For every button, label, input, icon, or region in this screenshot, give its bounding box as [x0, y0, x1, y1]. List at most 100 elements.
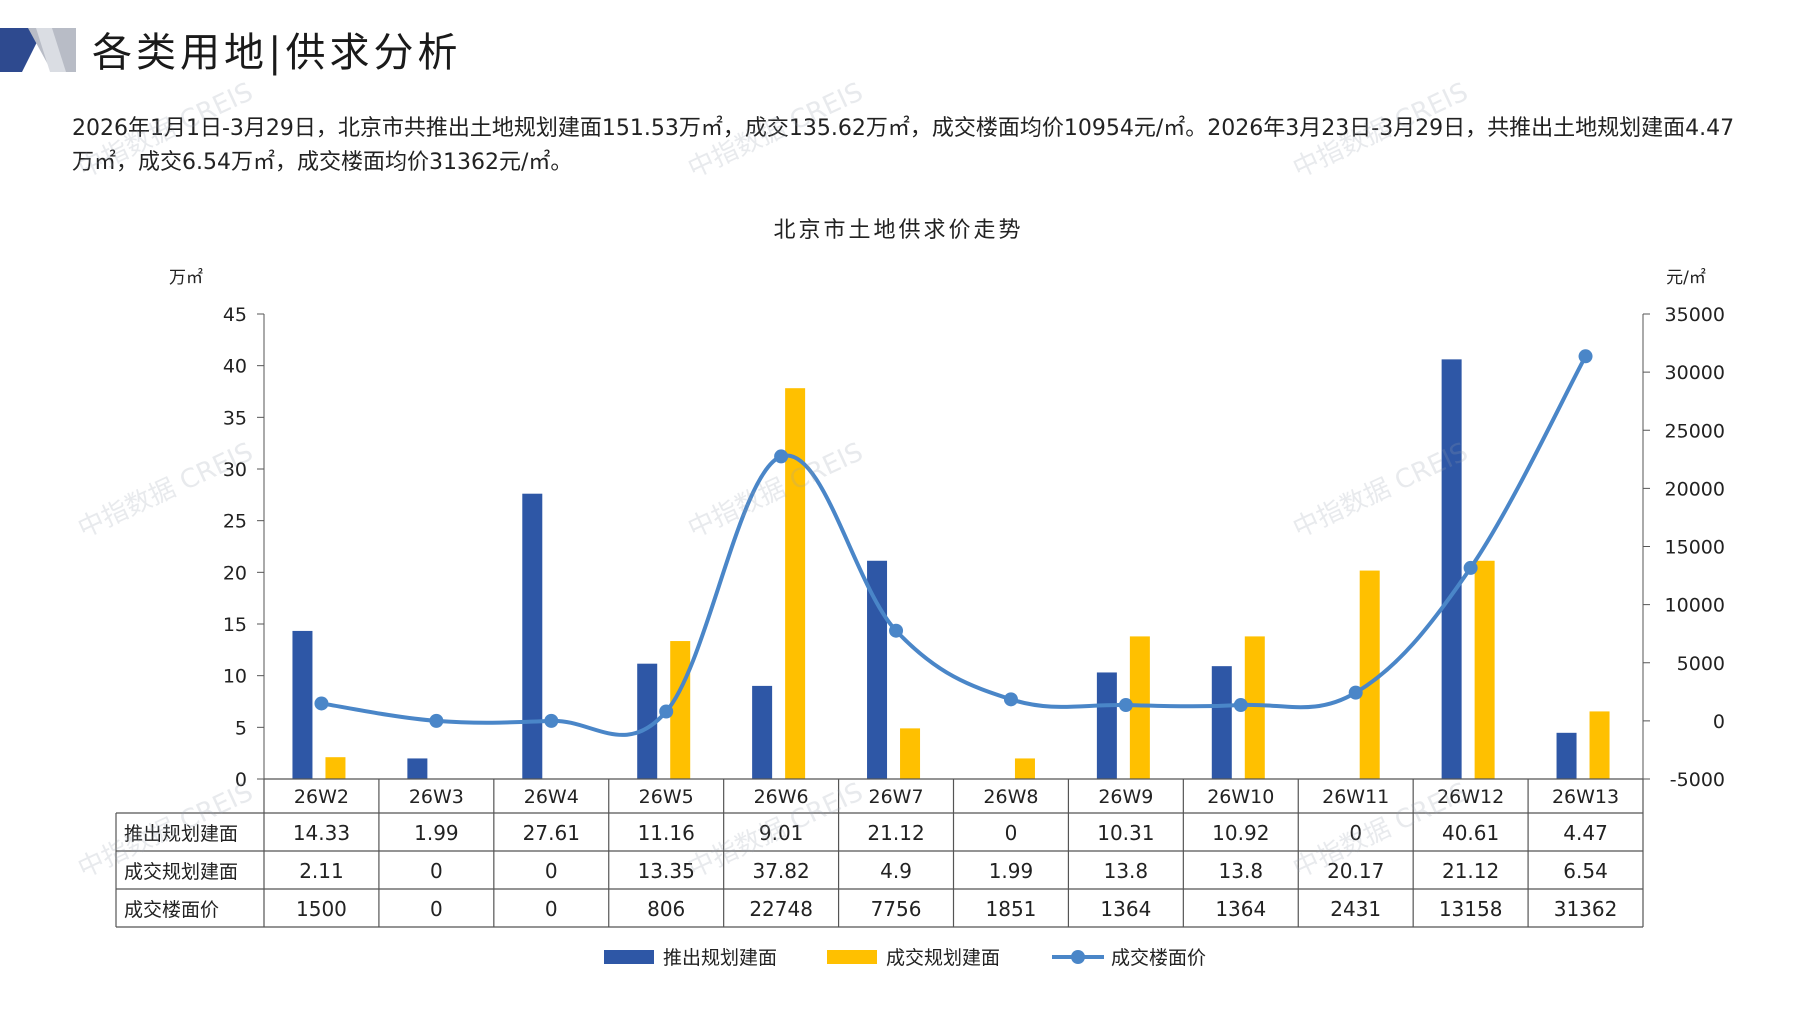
bar-supply	[292, 630, 313, 779]
data-label: 21.12	[867, 821, 924, 845]
y-right-tick-label: 15000	[1665, 537, 1725, 559]
table-row-label: 成交楼面价	[124, 899, 219, 921]
legend-swatch	[827, 950, 877, 964]
x-tick-label: 26W9	[1098, 786, 1153, 808]
bar-deal	[1129, 636, 1150, 779]
x-tick-label: 26W8	[983, 786, 1038, 808]
bar-deal	[1244, 636, 1265, 779]
bar-supply	[752, 685, 773, 779]
y-left-tick-label: 25	[223, 511, 247, 533]
data-label: 0	[430, 897, 443, 921]
data-label: 20.17	[1327, 859, 1384, 883]
y-left-tick-label: 5	[235, 717, 247, 739]
x-tick-label: 26W3	[409, 786, 464, 808]
bar-supply	[1096, 672, 1117, 779]
data-label: 1851	[986, 897, 1037, 921]
data-label: 0	[1005, 821, 1018, 845]
bar-deal	[670, 641, 691, 779]
bar-supply	[637, 663, 658, 779]
data-label: 1500	[296, 897, 347, 921]
x-tick-label: 26W6	[754, 786, 809, 808]
y-left-tick-label: 40	[223, 356, 247, 378]
bar-supply	[1211, 666, 1232, 779]
legend-swatch	[1071, 950, 1085, 964]
y-left-tick-label: 45	[223, 304, 247, 326]
bar-deal	[325, 757, 346, 779]
data-label: 13.35	[638, 859, 695, 883]
legend-label: 成交楼面价	[1111, 947, 1206, 969]
bar-deal	[1014, 758, 1035, 779]
data-label: 806	[647, 897, 685, 921]
data-label: 10.92	[1212, 821, 1269, 845]
data-label: 0	[545, 897, 558, 921]
data-label: 1.99	[989, 859, 1034, 883]
price-point	[774, 449, 789, 464]
bar-supply	[522, 493, 543, 779]
price-point	[889, 623, 904, 638]
legend-label: 成交规划建面	[886, 947, 1000, 969]
x-tick-label: 26W11	[1322, 786, 1389, 808]
y-right-tick-label: 5000	[1677, 653, 1725, 675]
data-label: 0	[430, 859, 443, 883]
price-point	[429, 713, 444, 728]
price-point	[1348, 685, 1363, 700]
data-label: 13158	[1439, 897, 1503, 921]
header-logo	[0, 28, 76, 72]
data-label: 13.8	[1104, 859, 1149, 883]
data-label: 22748	[749, 897, 813, 921]
x-tick-label: 26W2	[294, 786, 349, 808]
data-label: 0	[1349, 821, 1362, 845]
price-point	[659, 704, 674, 719]
bar-deal	[785, 388, 806, 779]
x-tick-label: 26W5	[639, 786, 694, 808]
data-label: 2.11	[299, 859, 344, 883]
legend-label: 推出规划建面	[663, 947, 777, 969]
y-right-tick-label: 30000	[1665, 362, 1725, 384]
summary-text: 2026年1月1日-3月29日，北京市共推出土地规划建面151.53万㎡，成交1…	[72, 116, 1735, 175]
data-label: 0	[545, 859, 558, 883]
data-label: 37.82	[752, 859, 809, 883]
bar-supply	[1556, 732, 1577, 779]
data-label: 13.8	[1219, 859, 1264, 883]
y-right-tick-label: 0	[1713, 711, 1725, 733]
bar-deal	[1474, 560, 1495, 779]
data-label: 11.16	[638, 821, 695, 845]
data-label: 21.12	[1442, 859, 1499, 883]
data-label: 27.61	[523, 821, 580, 845]
data-label: 40.61	[1442, 821, 1499, 845]
y-left-tick-label: 35	[223, 407, 247, 429]
data-label: 1.99	[414, 821, 459, 845]
table-row-label: 成交规划建面	[124, 861, 238, 883]
y-left-unit: 万㎡	[169, 268, 203, 288]
x-tick-label: 26W10	[1207, 786, 1274, 808]
price-point	[544, 713, 559, 728]
y-right-tick-label: 10000	[1665, 595, 1725, 617]
y-right-tick-label: 35000	[1665, 304, 1725, 326]
y-right-tick-label: 25000	[1665, 420, 1725, 442]
data-label: 4.47	[1563, 821, 1608, 845]
data-label: 9.01	[759, 821, 804, 845]
price-point	[314, 696, 329, 711]
data-label: 7756	[871, 897, 922, 921]
bar-deal	[1359, 570, 1380, 779]
data-label: 1364	[1215, 897, 1266, 921]
x-tick-label: 26W13	[1552, 786, 1619, 808]
y-left-tick-label: 0	[235, 769, 247, 791]
table-row-label: 推出规划建面	[124, 823, 238, 845]
bar-supply	[1441, 359, 1462, 779]
y-left-tick-label: 15	[223, 614, 247, 636]
price-line	[321, 355, 1588, 737]
y-left-tick-label: 20	[223, 562, 247, 584]
price-point	[1578, 349, 1593, 364]
data-label: 31362	[1554, 897, 1618, 921]
price-point	[1463, 560, 1478, 575]
price-point	[1118, 698, 1133, 713]
y-left-tick-label: 10	[223, 666, 247, 688]
chart-title: 北京市土地供求价走势	[773, 218, 1024, 243]
y-left-tick-label: 30	[223, 459, 247, 481]
data-label: 1364	[1100, 897, 1151, 921]
y-right-unit: 元/㎡	[1666, 268, 1706, 288]
legend-swatch	[604, 950, 654, 964]
x-tick-label: 26W12	[1437, 786, 1504, 808]
